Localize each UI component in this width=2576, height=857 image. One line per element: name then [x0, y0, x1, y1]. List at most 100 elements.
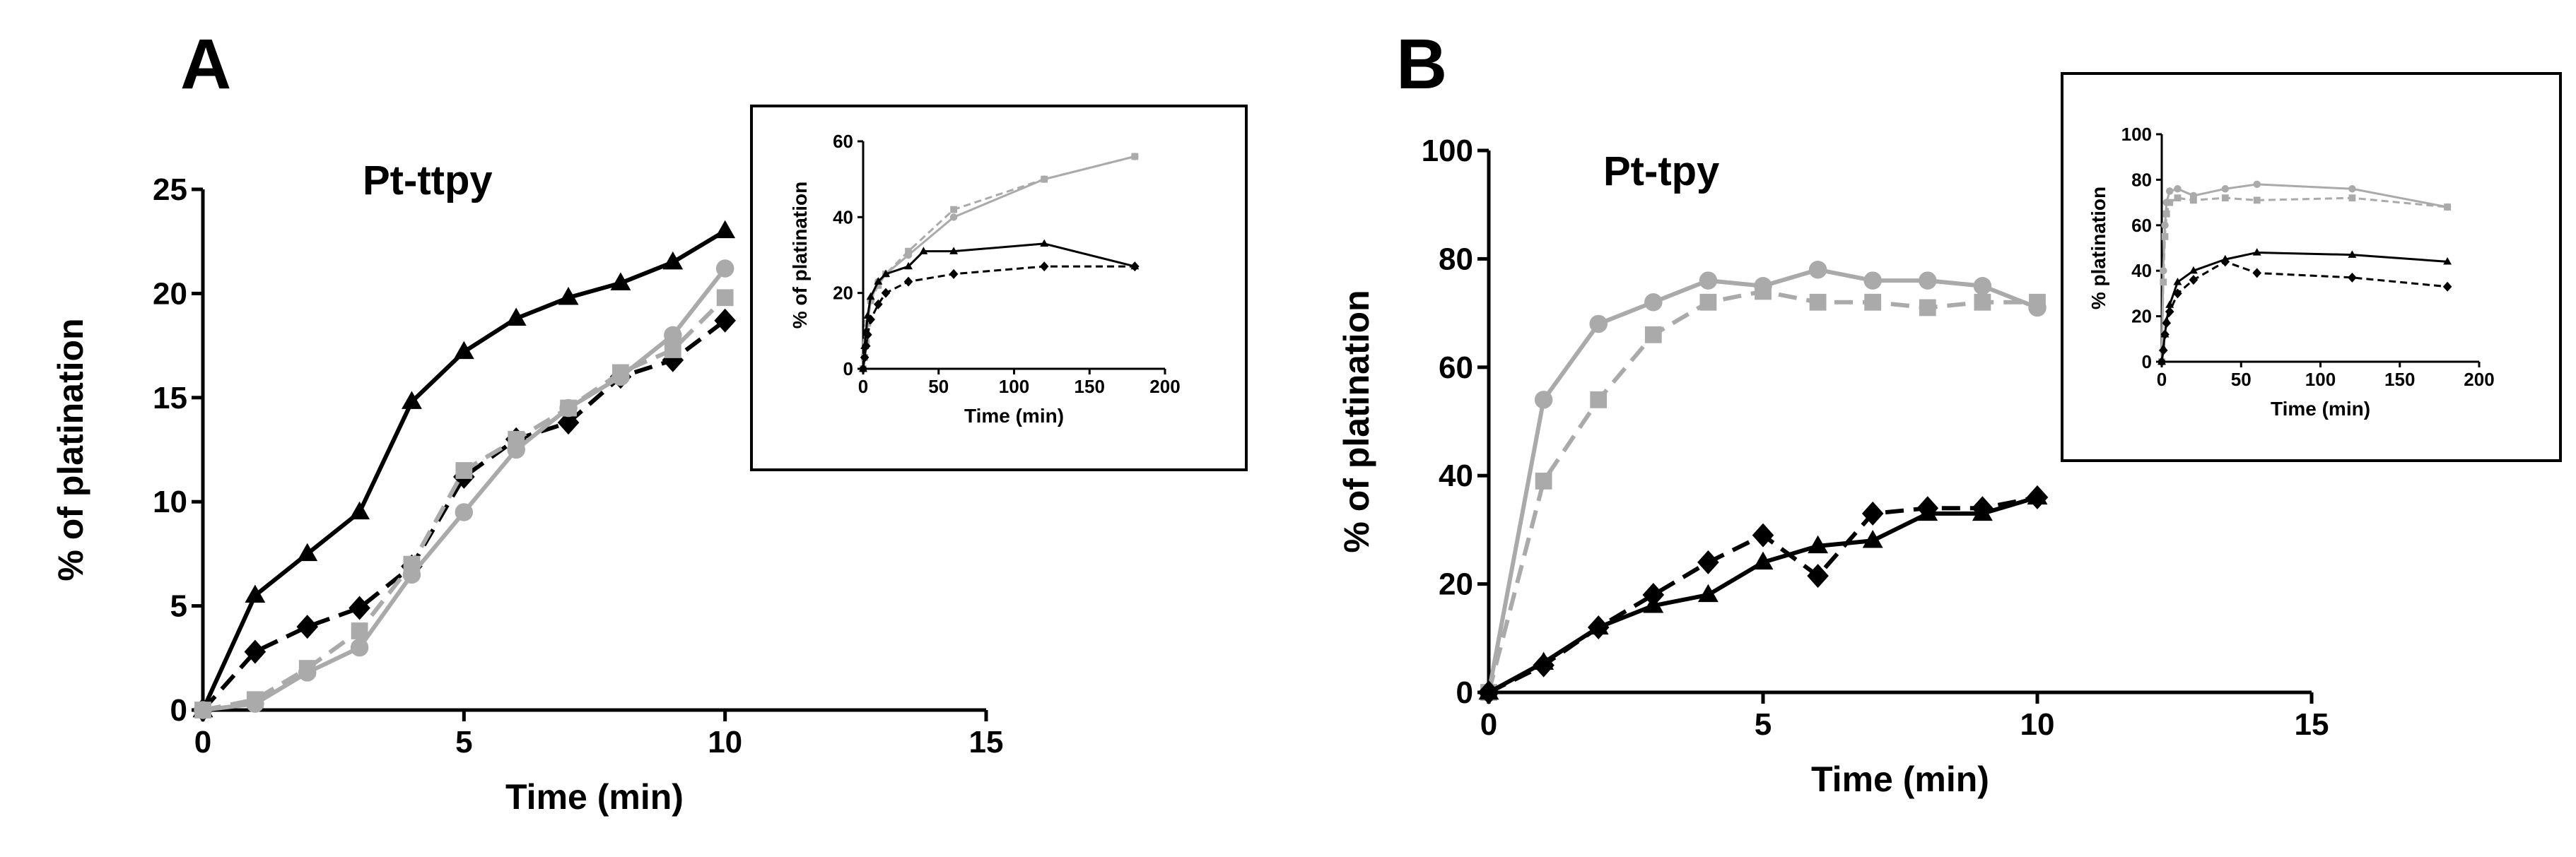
data-point-black-triangle-solid: [662, 251, 684, 270]
panel-a-letter: A: [180, 25, 231, 104]
data-point-gray-square-dashed: [2162, 210, 2170, 218]
data-point-gray-circle-solid: [2221, 185, 2230, 193]
data-point-black-diamond-dashed: [1972, 496, 1994, 521]
data-point-black-diamond-dashed: [2442, 281, 2452, 292]
panel-a-inset-axes: 0 50 100 150 200 0 20 40 60 Time (min) % of platin…: [789, 131, 1181, 427]
y-tick-label: 0: [170, 693, 187, 728]
data-point-black-diamond-dashed: [349, 596, 370, 620]
x-tick-label: 150: [2384, 369, 2415, 390]
data-point-gray-square-dashed: [2221, 194, 2229, 202]
data-point-black-triangle-solid: [558, 286, 579, 305]
y-axis-label: % of platination: [51, 318, 90, 581]
data-point-black-triangle-solid: [2173, 278, 2182, 285]
x-tick-label: 15: [969, 725, 1004, 760]
data-point-black-triangle-solid: [2252, 248, 2261, 256]
series-line-gray-circle-solid: [1487, 267, 2039, 693]
panel-b-inset: 0 50 100 150 200 0 20 40 60 80 100 Time (min) % plat…: [2061, 72, 2562, 462]
data-point-black-triangle-solid: [1697, 584, 1719, 603]
data-point-black-triangle-solid: [904, 261, 913, 270]
data-point-gray-square-dashed: [1535, 472, 1552, 490]
y-tick-label: 60: [1439, 350, 1473, 385]
data-point-gray-circle-solid: [2348, 185, 2356, 193]
data-point-black-diamond-dashed: [2162, 318, 2172, 329]
y-tick-label: 20: [153, 276, 187, 311]
panel-a-inset-frame: [750, 105, 1248, 471]
x-tick-label: 50: [928, 376, 949, 397]
data-point-gray-square-dashed: [1131, 153, 1139, 160]
y-axis-label: % of platination: [1337, 290, 1376, 552]
y-tick-label: 40: [1439, 459, 1473, 493]
x-axis-label: Time (min): [2271, 398, 2370, 420]
data-point-black-diamond-dashed: [860, 352, 870, 362]
x-tick-label: 0: [1480, 707, 1497, 742]
data-point-black-triangle-solid: [402, 391, 422, 409]
data-point-black-triangle-solid: [1862, 529, 1883, 548]
data-point-gray-circle-solid: [715, 259, 734, 278]
series-line-gray-circle-solid: [202, 267, 727, 712]
y-tick-label: 20: [833, 283, 853, 304]
data-point-gray-square-dashed: [2160, 278, 2167, 286]
data-point-black-triangle-solid: [610, 272, 631, 290]
x-tick-label: 10: [708, 725, 742, 760]
data-point-black-triangle-solid: [505, 307, 527, 326]
y-tick-label: 0: [843, 358, 853, 379]
data-point-black-diamond-dashed: [1587, 615, 1610, 639]
data-point-black-diamond-dashed: [858, 364, 868, 374]
data-point-gray-square-dashed: [2348, 194, 2356, 202]
y-tick-label: 5: [170, 589, 187, 624]
y-tick-label: 0: [2142, 351, 2152, 372]
data-point-gray-square-dashed: [1041, 175, 1048, 183]
data-point-gray-square-dashed: [2166, 199, 2174, 206]
data-point-black-triangle-solid: [1752, 551, 1774, 570]
data-point-gray-circle-solid: [1973, 277, 1992, 295]
y-tick-label: 80: [2131, 169, 2152, 190]
x-tick-label: 50: [2231, 369, 2252, 390]
data-point-gray-square-dashed: [1864, 293, 1882, 311]
x-tick-label: 0: [194, 725, 211, 760]
panel-a-title: Pt-ttpy: [363, 158, 493, 203]
x-axis-label: Time (min): [505, 777, 684, 817]
data-point-black-diamond-dashed: [866, 314, 875, 325]
y-axis-label: % platination: [2088, 187, 2109, 309]
data-point-gray-square-dashed: [1919, 299, 1936, 317]
data-point-gray-circle-solid: [350, 638, 369, 657]
panel-b-inset-frame: [2061, 72, 2562, 462]
data-point-black-diamond-dashed: [863, 329, 872, 340]
x-axis-label: Time (min): [964, 405, 1064, 427]
data-point-black-diamond-dashed: [1039, 261, 1049, 272]
data-point-black-triangle-solid: [297, 543, 318, 562]
data-point-gray-square-dashed: [455, 462, 473, 479]
data-point-black-triangle-solid: [866, 292, 875, 300]
data-point-black-diamond-dashed: [1752, 523, 1774, 548]
data-point-gray-square-dashed: [950, 206, 957, 213]
y-tick-label: 20: [2131, 306, 2152, 327]
data-point-black-triangle-solid: [949, 247, 959, 254]
data-point-black-triangle-solid: [1040, 239, 1049, 247]
y-tick-label: 60: [833, 131, 853, 152]
panel-b-inset-axes: 0 50 100 150 200 0 20 40 60 80 100 Time (min) % plat…: [2088, 124, 2495, 420]
data-point-black-diamond-dashed: [2173, 288, 2182, 299]
data-point-black-diamond-dashed: [244, 639, 267, 664]
data-point-gray-circle-solid: [1699, 271, 1718, 290]
data-point-gray-circle-solid: [1534, 391, 1553, 409]
data-point-black-diamond-dashed: [557, 410, 580, 435]
data-point-black-diamond-dashed: [714, 308, 736, 333]
data-point-gray-circle-solid: [2174, 185, 2182, 193]
data-point-black-triangle-solid: [919, 247, 928, 254]
data-point-black-diamond-dashed: [874, 299, 883, 309]
x-tick-label: 100: [999, 376, 1029, 397]
data-point-black-diamond-dashed: [2160, 329, 2170, 340]
data-point-black-triangle-solid: [874, 277, 883, 285]
data-point-gray-circle-solid: [2253, 180, 2261, 189]
data-point-gray-square-dashed: [2253, 196, 2261, 204]
data-point-black-diamond-dashed: [2026, 485, 2049, 509]
data-point-black-diamond-dashed: [2189, 275, 2199, 285]
data-point-gray-square-dashed: [2174, 194, 2182, 202]
x-axis-label: Time (min): [1811, 760, 1989, 799]
data-point-black-diamond-dashed: [1916, 496, 1939, 521]
data-point-gray-circle-solid: [1808, 260, 1827, 279]
data-point-gray-square-dashed: [664, 341, 681, 358]
data-point-gray-square-dashed: [1590, 391, 1608, 408]
data-point-black-diamond-dashed: [881, 288, 891, 298]
